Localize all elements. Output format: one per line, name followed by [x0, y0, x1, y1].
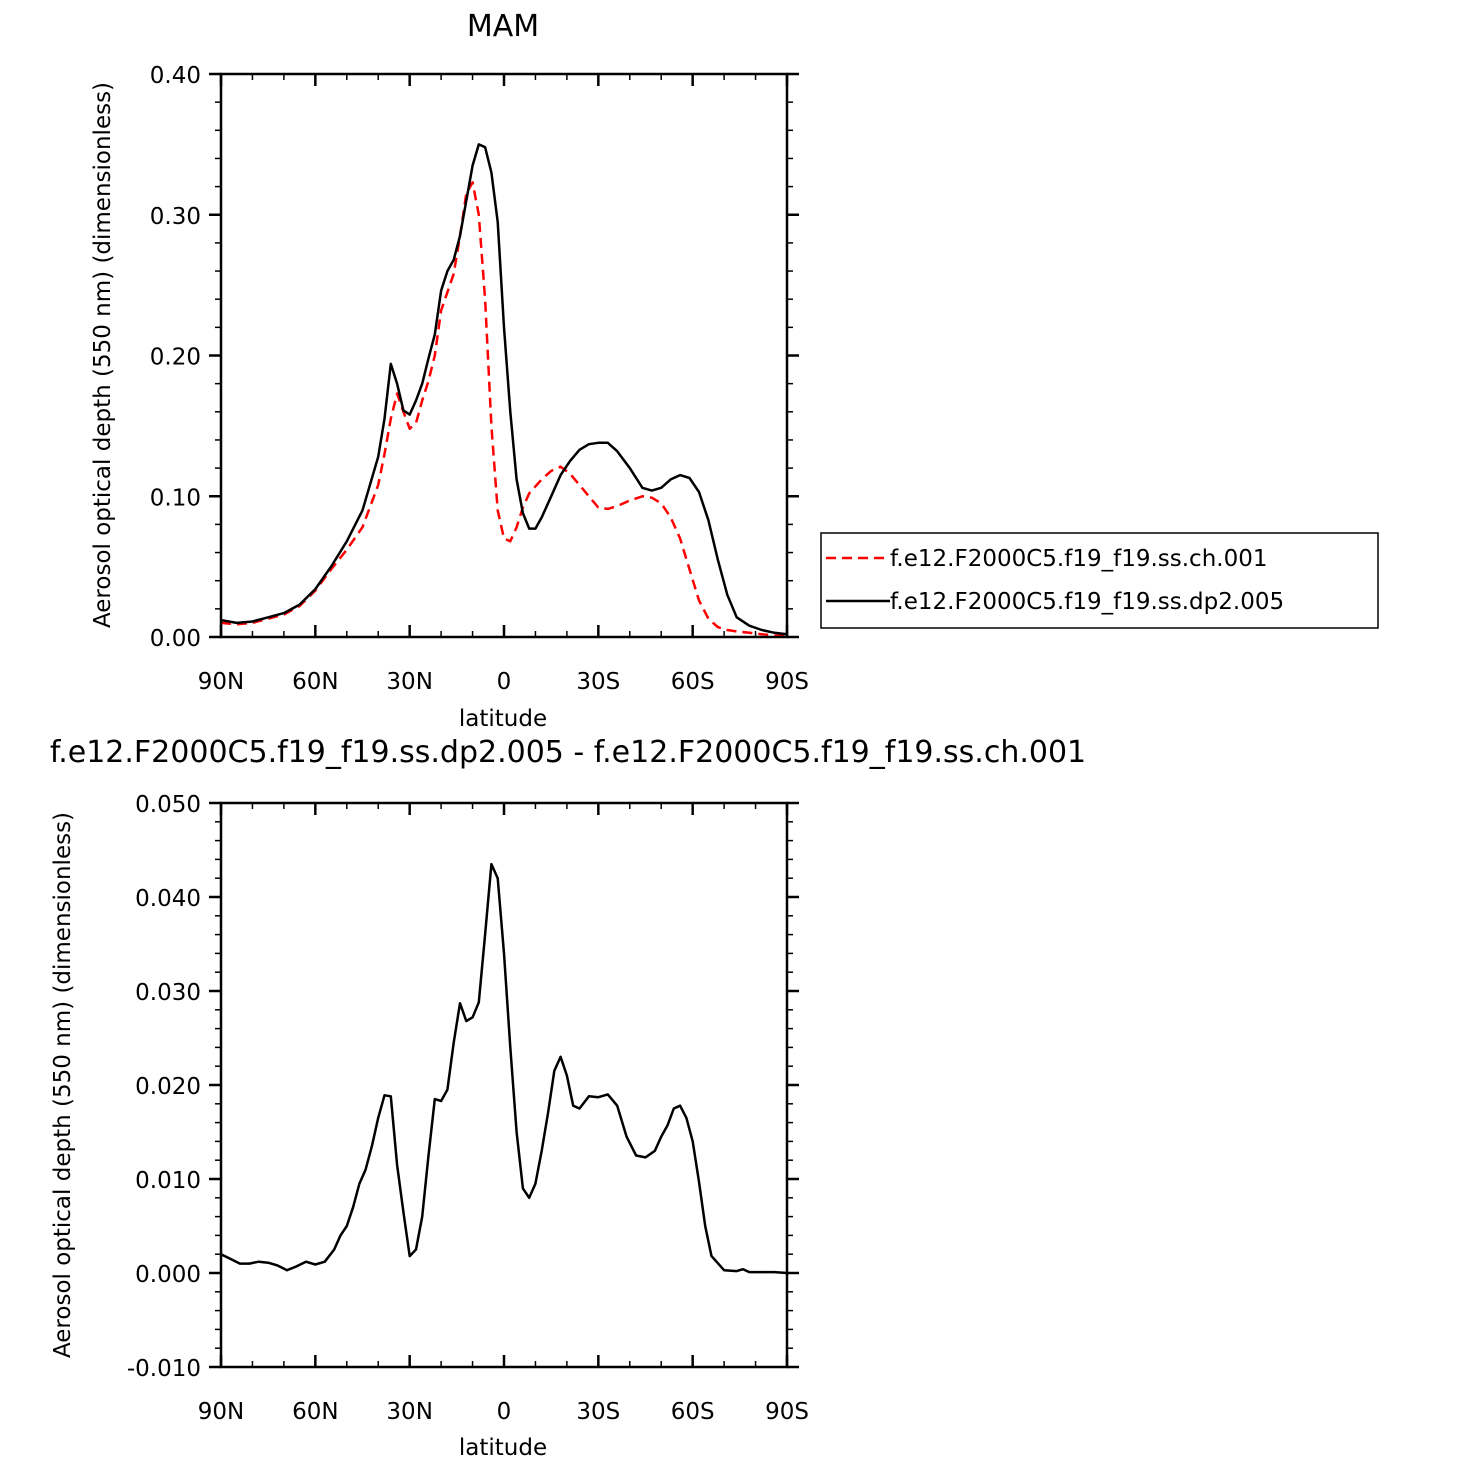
x-tick-label: 90N [198, 669, 244, 695]
y-tick-label: 0.10 [150, 485, 201, 511]
top-y-axis-label: Aerosol optical depth (550 nm) (dimensio… [90, 82, 116, 628]
top-plot-title: MAM [467, 9, 539, 44]
x-tick-label: 90S [765, 1399, 809, 1425]
y-tick-label: 0.20 [150, 345, 201, 371]
y-tick-label: 0.00 [150, 626, 201, 652]
y-tick-label: 0.000 [135, 1262, 201, 1288]
legend-label-dp2005: f.e12.F2000C5.f19_f19.ss.dp2.005 [890, 589, 1284, 615]
legend: f.e12.F2000C5.f19_f19.ss.ch.001 f.e12.F2… [820, 532, 1379, 629]
bottom-x-axis-label: latitude [459, 1435, 547, 1461]
x-tick-label: 90S [765, 669, 809, 695]
x-tick-label: 60N [292, 1399, 338, 1425]
x-tick-label: 30N [386, 1399, 432, 1425]
bottom-plot-panel: f.e12.F2000C5.f19_f19.ss.dp2.005 - f.e12… [50, 735, 1086, 1461]
y-tick-label: 0.050 [135, 792, 201, 818]
bottom-plot-title: f.e12.F2000C5.f19_f19.ss.dp2.005 - f.e12… [50, 735, 1086, 770]
y-tick-label: 0.010 [135, 1168, 201, 1194]
series-line-1-0 [220, 862, 788, 1275]
series-line-0-0 [220, 181, 787, 637]
legend-box [820, 532, 1379, 629]
y-tick-label: -0.010 [127, 1356, 201, 1382]
y-tick-label: 0.40 [150, 63, 201, 89]
top-plot-frame [219, 72, 789, 639]
y-tick-label: 0.030 [135, 980, 201, 1006]
x-tick-label: 30N [386, 669, 432, 695]
x-tick-label: 0 [497, 669, 512, 695]
top-x-axis-label: latitude [459, 706, 547, 732]
top-plot-panel: MAM 90N 60N 30N 0 30S 60S 90S 0.00 0.10 0.20 0.30 0… [90, 9, 809, 732]
x-tick-label: 60S [671, 669, 715, 695]
bottom-plot-frame [219, 801, 789, 1369]
y-tick-label: 0.020 [135, 1074, 201, 1100]
series-line-0-1 [220, 143, 788, 636]
x-tick-label: 30S [576, 1399, 620, 1425]
x-tick-label: 90N [198, 1399, 244, 1425]
x-tick-label: 0 [497, 1399, 512, 1425]
y-tick-label: 0.040 [135, 886, 201, 912]
bottom-y-axis-label: Aerosol optical depth (550 nm) (dimensio… [50, 812, 76, 1358]
x-tick-label: 30S [576, 669, 620, 695]
legend-label-ch001: f.e12.F2000C5.f19_f19.ss.ch.001 [890, 546, 1267, 572]
x-tick-label: 60S [671, 1399, 715, 1425]
y-tick-label: 0.30 [150, 204, 201, 230]
x-tick-label: 60N [292, 669, 338, 695]
